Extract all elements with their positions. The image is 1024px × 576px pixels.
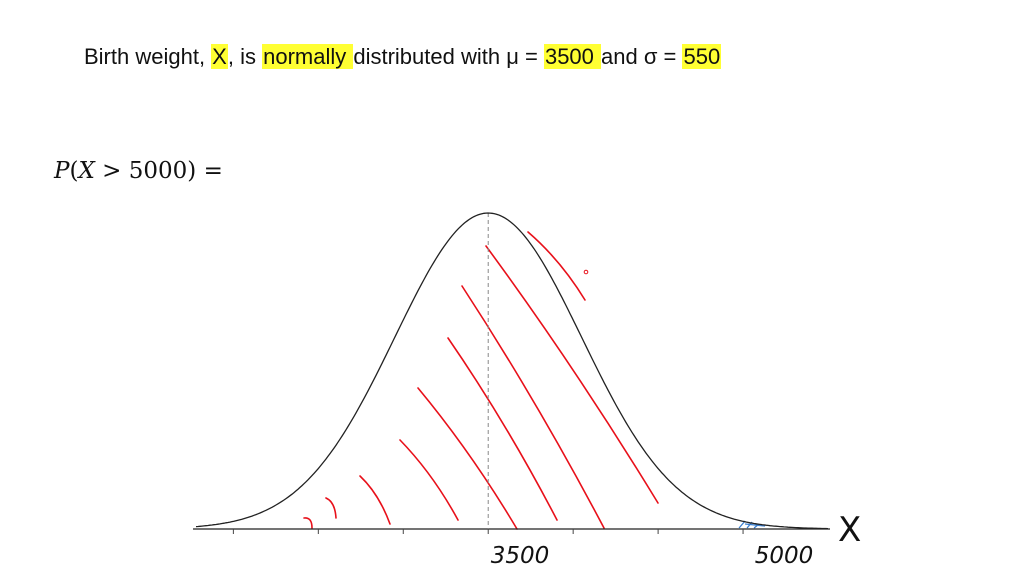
highlight-mu-value: 3500	[543, 44, 602, 69]
hatch-marks	[303, 231, 659, 530]
statement-after-x: , is	[227, 44, 263, 69]
hatch-stroke	[527, 231, 586, 301]
expr-p: P	[54, 158, 70, 184]
hatch-stroke	[399, 439, 459, 521]
expr-value: 5000	[128, 158, 188, 184]
hatch-stroke	[303, 517, 313, 529]
highlight-normally: normally	[262, 44, 354, 69]
value-5000-label: 5000	[755, 543, 814, 569]
expr-eq: =	[196, 158, 223, 184]
highlight-sigma-value: 550	[682, 44, 722, 69]
probability-expression: P(X > 5000) =	[54, 158, 223, 184]
hatch-stroke	[417, 387, 518, 530]
highlight-x: X	[211, 44, 228, 69]
expr-close: )	[187, 158, 197, 184]
hatch-stroke	[447, 337, 558, 521]
statement-distributed: distributed with μ =	[353, 44, 544, 69]
problem-statement: Birth weight, X, is normally distributed…	[84, 44, 722, 70]
stray-dot	[583, 269, 589, 275]
axis-ticks	[232, 529, 744, 534]
tail-stroke	[744, 523, 766, 527]
expr-gt: >	[94, 158, 129, 184]
expr-open: (	[69, 158, 79, 184]
statement-and-sigma: and σ =	[601, 44, 683, 69]
hatch-stroke	[461, 285, 605, 529]
normal-curve	[195, 212, 829, 530]
mean-label: 3500	[491, 543, 550, 569]
statement-prefix: Birth weight,	[84, 44, 212, 69]
expr-x: X	[78, 158, 95, 184]
hatch-stroke	[485, 245, 659, 504]
hatch-stroke	[325, 497, 337, 519]
hatch-stroke	[359, 475, 391, 525]
axis-var-label: X	[838, 510, 861, 550]
